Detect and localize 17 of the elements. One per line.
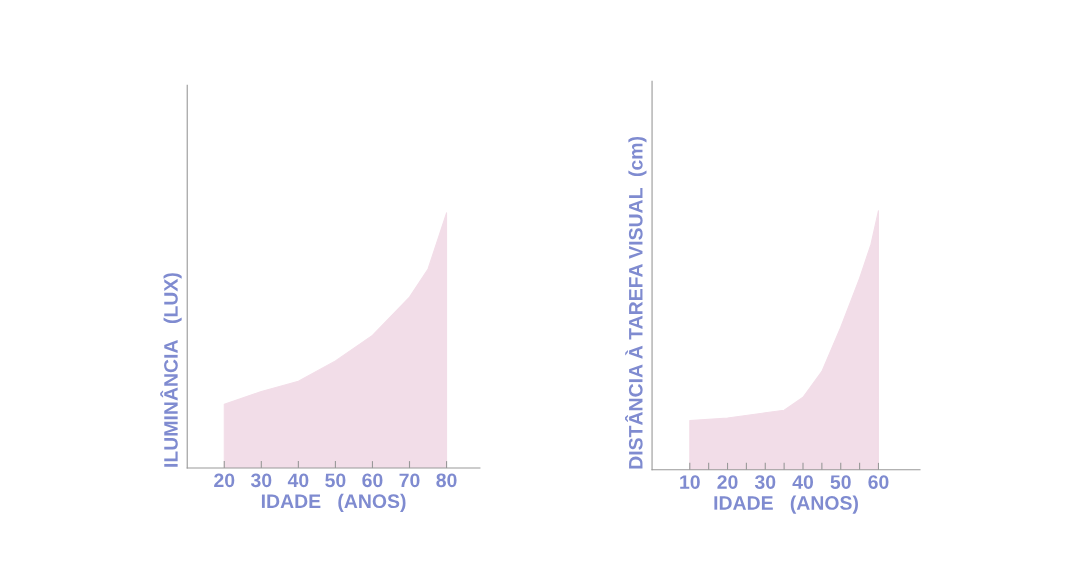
- x-tick-label: 40: [287, 473, 309, 488]
- x-axis-title: IDADE (ANOS): [261, 493, 406, 512]
- y-axis-title: DISTÂNCIA À TAREFA VISUAL (cm): [625, 136, 647, 469]
- x-tick-label: 20: [214, 473, 235, 488]
- x-tick-label: 10: [680, 475, 700, 489]
- x-tick-label: 20: [717, 475, 738, 489]
- x-tick-label: 60: [362, 473, 383, 488]
- y-axis-title: ILUMINÂNCIA (LUX): [160, 273, 182, 467]
- x-tick-label: 60: [868, 475, 889, 489]
- x-tick-label: 30: [754, 475, 776, 489]
- x-tick-label: 70: [399, 473, 420, 488]
- x-tick-label: 30: [250, 473, 272, 488]
- x-axis-title: IDADE (ANOS): [714, 495, 858, 514]
- x-tick-label: 40: [792, 475, 814, 489]
- x-tick-label: 80: [436, 473, 457, 488]
- x-tick-label: 50: [325, 473, 346, 488]
- x-tick-label: 50: [830, 475, 851, 489]
